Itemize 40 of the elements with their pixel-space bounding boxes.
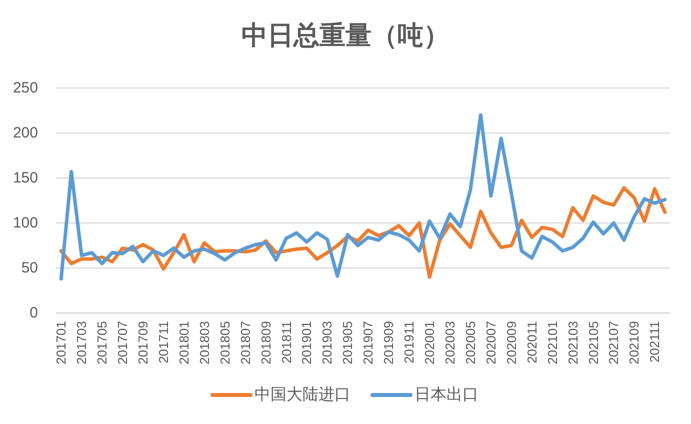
x-tick-label: 201707 <box>115 321 130 364</box>
y-tick-label: 50 <box>21 260 38 276</box>
y-tick-label: 100 <box>12 214 38 232</box>
x-tick-label: 201805 <box>217 321 232 364</box>
x-tick-label: 202107 <box>606 321 622 364</box>
x-tick-label: 202103 <box>565 321 580 364</box>
x-tick-label: 201901 <box>299 321 314 364</box>
x-tick-label: 201803 <box>196 321 212 364</box>
x-tick-label: 202001 <box>422 321 438 364</box>
x-tick-label: 201711 <box>156 321 171 364</box>
x-tick-label: 201807 <box>238 321 253 364</box>
x-tick-label: 202109 <box>626 321 642 364</box>
legend-label: 中国大陆进口 <box>254 386 350 404</box>
x-tick-label: 202111 <box>647 321 662 362</box>
x-tick-label: 201811 <box>278 321 294 364</box>
x-tick-label: 201909 <box>381 321 396 364</box>
x-tick-label: 201801 <box>176 321 192 364</box>
x-tick-label: 201809 <box>258 321 274 364</box>
chart-title: 中日总重量（吨） <box>242 20 450 50</box>
x-tick-label: 201905 <box>340 321 356 364</box>
x-tick-label: 202011 <box>524 321 540 364</box>
x-tick-label: 201911 <box>402 321 417 364</box>
x-tick-label: 202007 <box>483 321 498 364</box>
x-tick-label: 202101 <box>544 321 560 364</box>
x-tick-label: 201701 <box>54 321 69 364</box>
y-tick-label: 150 <box>12 170 38 186</box>
y-tick-label: 250 <box>12 80 38 96</box>
x-tick-label: 201907 <box>360 321 376 364</box>
y-tick-label: 0 <box>30 304 38 322</box>
x-tick-label: 201903 <box>320 321 335 364</box>
line-series <box>59 113 667 281</box>
x-tick-label: 202009 <box>504 321 519 364</box>
y-tick-label: 200 <box>12 124 38 142</box>
legend-label: 日本出口 <box>414 386 478 404</box>
x-tick-label: 202003 <box>442 321 458 364</box>
x-tick-label: 202105 <box>586 321 601 364</box>
x-tick-label: 202005 <box>462 321 478 364</box>
x-tick-label: 201703 <box>74 321 90 364</box>
x-tick-label: 201709 <box>135 321 150 364</box>
x-tick-label: 201705 <box>94 321 110 364</box>
